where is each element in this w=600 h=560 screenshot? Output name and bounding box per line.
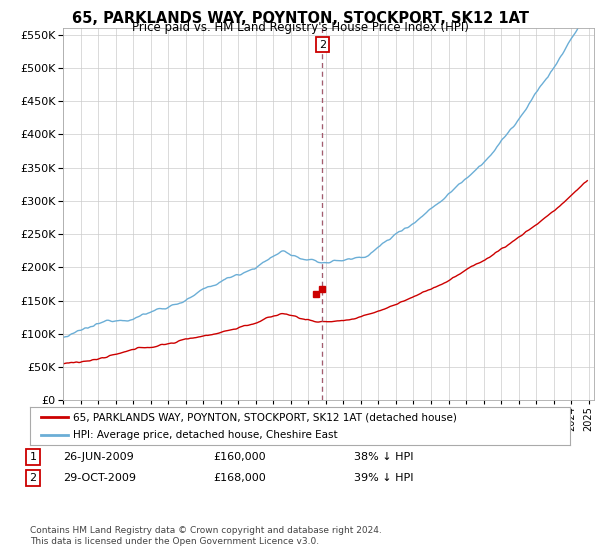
Text: 29-OCT-2009: 29-OCT-2009 xyxy=(63,473,136,483)
Text: Price paid vs. HM Land Registry's House Price Index (HPI): Price paid vs. HM Land Registry's House … xyxy=(131,21,469,34)
Text: 1: 1 xyxy=(29,452,37,462)
Text: 39% ↓ HPI: 39% ↓ HPI xyxy=(354,473,413,483)
Text: 38% ↓ HPI: 38% ↓ HPI xyxy=(354,452,413,462)
Text: 65, PARKLANDS WAY, POYNTON, STOCKPORT, SK12 1AT: 65, PARKLANDS WAY, POYNTON, STOCKPORT, S… xyxy=(71,11,529,26)
Text: HPI: Average price, detached house, Cheshire East: HPI: Average price, detached house, Ches… xyxy=(73,430,338,440)
Text: 2: 2 xyxy=(319,40,326,50)
Text: £168,000: £168,000 xyxy=(213,473,266,483)
Text: 65, PARKLANDS WAY, POYNTON, STOCKPORT, SK12 1AT (detached house): 65, PARKLANDS WAY, POYNTON, STOCKPORT, S… xyxy=(73,412,457,422)
Text: Contains HM Land Registry data © Crown copyright and database right 2024.
This d: Contains HM Land Registry data © Crown c… xyxy=(30,526,382,546)
Text: 26-JUN-2009: 26-JUN-2009 xyxy=(63,452,134,462)
Text: 2: 2 xyxy=(29,473,37,483)
Text: £160,000: £160,000 xyxy=(213,452,266,462)
